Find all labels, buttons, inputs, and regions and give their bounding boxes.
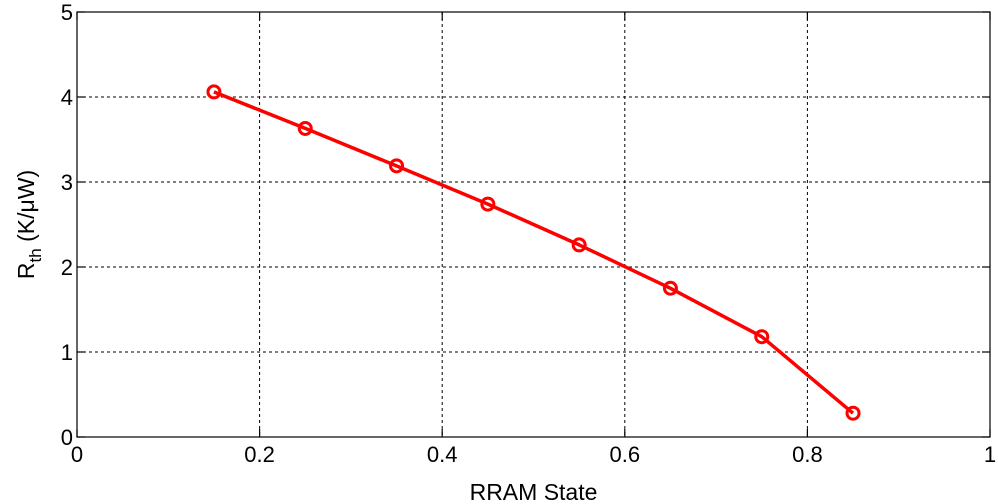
y-tick-label: 2 [61, 255, 73, 280]
y-tick-label: 4 [61, 85, 73, 110]
x-tick-label: 0.6 [610, 442, 641, 467]
y-tick-label: 5 [61, 0, 73, 25]
data-point [480, 196, 496, 212]
x-tick-label: 1 [984, 442, 996, 467]
data-point [754, 329, 770, 345]
data-point [571, 237, 587, 253]
y-axis-label-unit: (K/μW) [13, 170, 39, 248]
y-axis-label-base: R [13, 262, 39, 279]
data-point [297, 120, 313, 136]
plot-frame [76, 11, 991, 438]
series-line [213, 90, 855, 415]
x-tick-label: 0.2 [244, 442, 275, 467]
y-tick-label: 0 [61, 425, 73, 450]
series-layer [206, 84, 861, 421]
y-axis-label: Rth (K/μW) [13, 170, 45, 279]
grid-lines [77, 12, 990, 437]
x-tick-label: 0.4 [427, 442, 458, 467]
tick-labels: 0 0.2 0.4 0.6 0.8 1 0 1 2 3 4 5 [61, 0, 996, 467]
y-tick-label: 1 [61, 340, 73, 365]
data-point [206, 84, 222, 100]
y-axis-label-subscript: th [26, 248, 45, 262]
y-tick-label: 3 [61, 170, 73, 195]
data-point [845, 405, 861, 421]
data-point [389, 158, 405, 174]
data-point [662, 280, 678, 296]
x-axis-label: RRAM State [470, 479, 598, 504]
x-tick-label: 0.8 [792, 442, 823, 467]
x-tick-label: 0 [71, 442, 83, 467]
